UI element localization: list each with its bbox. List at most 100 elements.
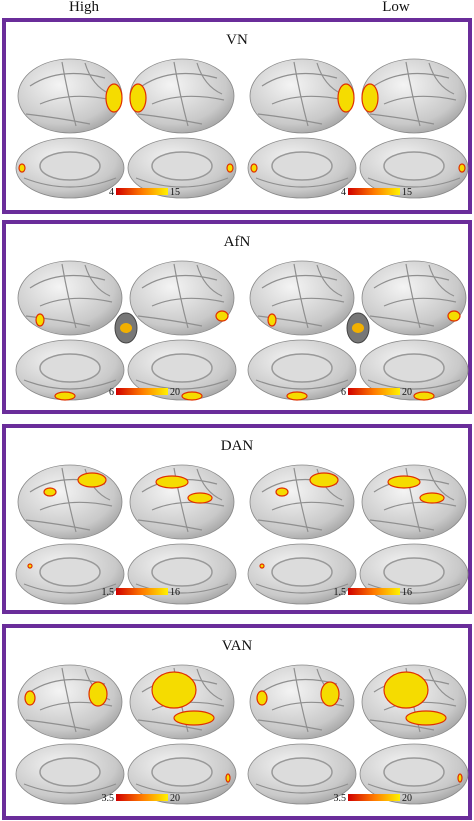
column-header: High xyxy=(69,0,100,15)
sulcus xyxy=(367,783,461,794)
sulcus xyxy=(255,177,349,188)
sulcus xyxy=(135,783,229,794)
gyrus xyxy=(257,519,323,531)
panel: DAN 1.5 16 1.5 16 xyxy=(2,424,472,614)
brain-lateral xyxy=(17,464,123,540)
activation xyxy=(361,83,379,113)
activation xyxy=(225,773,231,783)
gyrus xyxy=(84,468,111,501)
activation xyxy=(259,563,265,569)
gyrus xyxy=(61,467,77,533)
gyrus xyxy=(84,264,111,297)
colorbar-min: 6 xyxy=(109,387,114,398)
gyrus xyxy=(137,519,203,531)
gyrus xyxy=(257,719,323,731)
sulcus xyxy=(135,177,229,188)
corpus-callosum xyxy=(271,353,333,383)
panel-border xyxy=(2,424,472,614)
activation xyxy=(88,681,108,707)
colorbar-min: 1.5 xyxy=(102,587,115,598)
colorbar-min: 4 xyxy=(341,187,346,198)
gyrus xyxy=(369,315,435,327)
corpus-callosum xyxy=(39,757,101,787)
axial-blob xyxy=(352,323,364,333)
gyrus xyxy=(428,264,455,297)
activation xyxy=(77,472,107,488)
panel-border xyxy=(2,624,472,820)
corpus-callosum xyxy=(151,757,213,787)
gyrus xyxy=(257,315,323,327)
activation xyxy=(383,671,429,709)
colorbar-max: 20 xyxy=(170,793,180,804)
gyrus xyxy=(151,95,225,105)
colorbar-max: 15 xyxy=(402,187,412,198)
gyrus xyxy=(196,62,223,95)
activation xyxy=(419,492,445,504)
activation xyxy=(320,681,340,707)
corpus-callosum xyxy=(271,151,333,181)
gyrus xyxy=(293,61,309,127)
sulcus xyxy=(255,783,349,794)
corpus-callosum xyxy=(383,757,445,787)
activation xyxy=(155,475,189,489)
activation xyxy=(447,310,461,322)
activation xyxy=(457,773,463,783)
activation xyxy=(129,83,147,113)
gyrus xyxy=(25,315,91,327)
sulcus xyxy=(255,379,349,390)
brain-lateral xyxy=(249,260,355,336)
colorbar-max: 20 xyxy=(170,387,180,398)
corpus-callosum xyxy=(151,557,213,587)
brain-lateral xyxy=(361,464,467,540)
activation xyxy=(337,83,355,113)
gyrus xyxy=(383,95,457,105)
gyrus xyxy=(405,467,421,533)
gyrus xyxy=(316,264,343,297)
panel-border xyxy=(2,18,472,214)
gyrus xyxy=(271,501,345,511)
gyrus xyxy=(428,62,455,95)
gyrus xyxy=(39,501,113,511)
panel-border xyxy=(2,220,472,414)
sulcus xyxy=(23,379,117,390)
brain-lateral xyxy=(361,260,467,336)
activation xyxy=(24,690,36,706)
activation xyxy=(309,472,339,488)
gyrus xyxy=(196,668,223,701)
column-header: Low xyxy=(382,0,410,15)
gyrus xyxy=(271,701,345,711)
colorbar xyxy=(116,388,168,395)
gyrus xyxy=(405,263,421,329)
gyrus xyxy=(257,113,323,125)
colorbar xyxy=(348,588,400,595)
activation xyxy=(151,671,197,709)
brain-lateral xyxy=(17,260,123,336)
activation xyxy=(387,475,421,489)
activation xyxy=(413,391,435,401)
panel: VAN 3.5 20 3.5 20 xyxy=(2,624,472,820)
corpus-callosum xyxy=(39,353,101,383)
gyrus xyxy=(369,113,435,125)
activation xyxy=(35,313,45,327)
activation xyxy=(54,391,76,401)
activation xyxy=(105,83,123,113)
gyrus xyxy=(369,519,435,531)
gyrus xyxy=(151,297,225,307)
gyrus xyxy=(25,719,91,731)
activation xyxy=(250,163,258,173)
gyrus xyxy=(196,468,223,501)
colorbar-min: 4 xyxy=(109,187,114,198)
gyrus xyxy=(39,701,113,711)
gyrus xyxy=(173,61,189,127)
colorbar xyxy=(116,588,168,595)
gyrus xyxy=(25,113,91,125)
colorbar-min: 3.5 xyxy=(334,793,347,804)
activation xyxy=(275,487,289,497)
activation xyxy=(173,710,215,726)
activation xyxy=(256,690,268,706)
gyrus xyxy=(383,501,457,511)
sulcus xyxy=(23,583,117,594)
brain-lateral xyxy=(129,260,235,336)
